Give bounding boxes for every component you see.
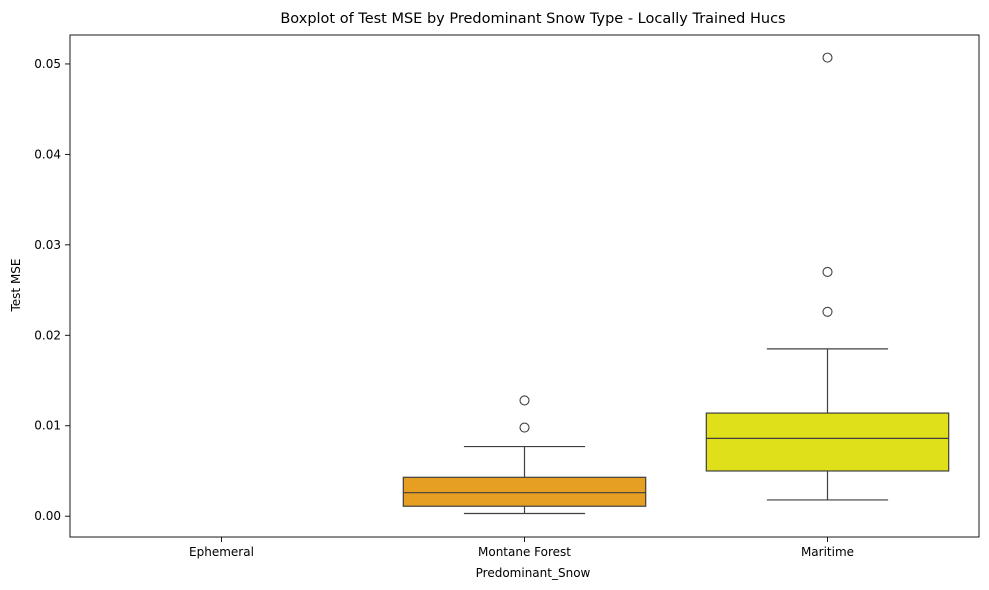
- iqr-box: [705, 412, 950, 472]
- y-tick-label: 0.03: [34, 238, 61, 252]
- y-tick-label: 0.01: [34, 419, 61, 433]
- outlier-point: [519, 422, 530, 433]
- outlier-point: [822, 52, 833, 63]
- x-axis: Ephemeral Montane Forest Maritime: [189, 537, 854, 559]
- box-maritime: [705, 52, 950, 501]
- plot-area: [402, 52, 950, 515]
- outlier-point: [822, 306, 833, 317]
- x-tick-label: Maritime: [801, 545, 854, 559]
- y-axis-label: Test MSE: [9, 259, 23, 313]
- iqr-box: [402, 476, 647, 507]
- x-axis-label: Predominant_Snow: [476, 566, 591, 580]
- outlier-point: [519, 395, 530, 406]
- x-tick-label: Montane Forest: [478, 545, 571, 559]
- x-tick-label: Ephemeral: [189, 545, 254, 559]
- outlier-point: [822, 266, 833, 278]
- plot-frame: [69, 34, 980, 538]
- chart-title: Boxplot of Test MSE by Predominant Snow …: [280, 11, 785, 27]
- y-axis: 0.00 0.01 0.02 0.03 0.04 0.05: [34, 57, 70, 523]
- y-tick-label: 0.04: [34, 147, 61, 161]
- box-montane-forest: [402, 395, 647, 515]
- y-tick-label: 0.00: [34, 509, 61, 523]
- y-tick-label: 0.05: [34, 57, 61, 71]
- y-tick-label: 0.02: [34, 328, 61, 342]
